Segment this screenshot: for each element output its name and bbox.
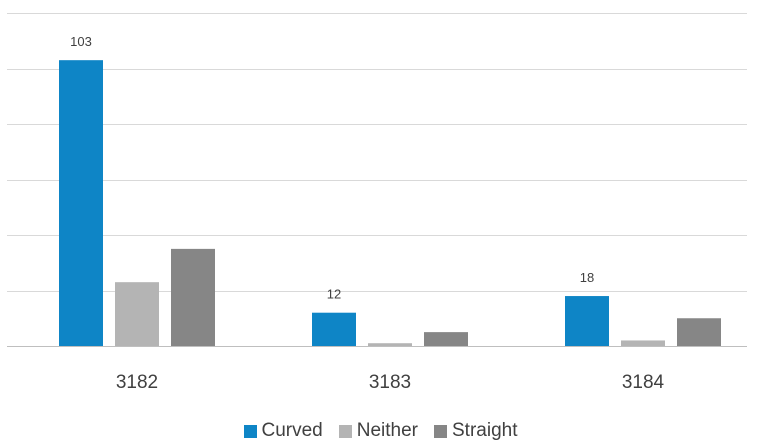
x-tick-label-3183: 3183 — [369, 372, 411, 393]
legend-label-straight: Straight — [452, 420, 518, 441]
legend-swatch-curved — [243, 424, 257, 438]
x-axis-tick-labels: 3182 3183 3184 — [116, 372, 665, 393]
bar-straight-3184 — [677, 318, 721, 346]
data-label-curved-3183: 12 — [327, 287, 341, 302]
bar-curved-3183 — [312, 312, 356, 346]
bar-straight-3182 — [171, 248, 215, 346]
data-labels: 103 12 18 — [70, 34, 594, 302]
legend-item-neither: Neither — [338, 420, 418, 442]
legend-swatch-neither — [338, 424, 352, 438]
bar-curved-3182 — [59, 60, 103, 347]
legend-label-neither: Neither — [356, 420, 418, 441]
x-tick-label-3184: 3184 — [622, 372, 665, 393]
bar-neither-3182 — [115, 282, 159, 346]
legend-label-curved: Curved — [261, 420, 323, 441]
data-label-curved-3182: 103 — [70, 34, 92, 49]
bar-neither-3183 — [368, 343, 412, 346]
bars — [59, 60, 721, 347]
bar-curved-3184 — [565, 296, 609, 346]
x-tick-label-3182: 3182 — [116, 372, 158, 393]
bar-straight-3183 — [424, 332, 468, 346]
legend-swatch-straight — [434, 424, 447, 438]
legend-item-curved: Curved — [243, 420, 323, 442]
bar-neither-3184 — [621, 340, 665, 346]
legend: Curved Neither Straight — [0, 420, 761, 442]
data-label-curved-3184: 18 — [580, 270, 594, 285]
legend-item-straight: Straight — [434, 420, 517, 442]
